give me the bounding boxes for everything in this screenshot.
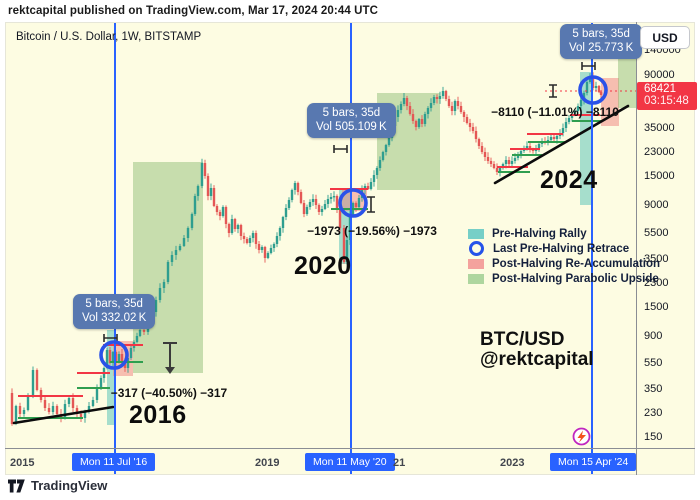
price-tick: 230 (644, 406, 663, 419)
price-tick: 1500 (644, 300, 669, 313)
price-tick: 15000 (644, 170, 675, 183)
time-axis-separator (5, 448, 695, 449)
retrace-label-2020: −1973 (−19.56%) −1973 (307, 224, 437, 238)
price-tick: 2300 (644, 276, 669, 289)
current-price-badge: 68421 03:15:48 (637, 81, 697, 110)
price-tick: 3500 (644, 252, 669, 265)
legend: Pre-Halving Rally Last Pre-Halving Retrac… (468, 226, 660, 286)
year-tick: 2023 (500, 457, 525, 469)
current-price-value: 68421 (644, 82, 676, 95)
year-label-2024: 2024 (540, 166, 598, 194)
footer: TradingView (8, 478, 107, 493)
halving-date-badge: Mon 15 Apr '24 (550, 453, 637, 471)
year-label-2016: 2016 (129, 401, 187, 429)
measure-badge: 5 bars, 35d Vol 25.773 K (560, 24, 643, 59)
price-tick: 550 (644, 357, 663, 370)
year-tick: 2019 (255, 457, 280, 469)
year-tick: 21 (393, 457, 406, 469)
legend-label: Post-Halving Re-Accumulation (492, 257, 661, 270)
legend-item: Post-Halving Parabolic Upside (468, 271, 660, 286)
currency-toggle-button[interactable]: USD (640, 26, 690, 49)
bar-countdown: 03:15:48 (644, 95, 689, 107)
legend-color-swatch (468, 273, 484, 284)
tradingview-brand-link[interactable]: TradingView (31, 478, 108, 493)
price-tick: 150 (644, 431, 663, 443)
watermark-symbol: BTC/USD (480, 329, 565, 350)
price-tick: 9000 (644, 199, 669, 212)
halving-date-badge: Mon 11 Jul '16 (72, 453, 156, 471)
price-tick: 5500 (644, 227, 669, 240)
price-tick: 900 (644, 329, 663, 342)
watermark: BTC/USD @rektcapital (480, 330, 594, 370)
retrace-label-2016: −317 (−40.50%) −317 (110, 386, 228, 400)
measure-badge: 5 bars, 35d Vol 505.109 K (307, 103, 396, 138)
chart-title: Bitcoin / U.S. Dollar, 1W, BITSTAMP (16, 31, 202, 43)
halving-date-badge: Mon 11 May '20 (305, 453, 395, 471)
legend-color-swatch (468, 228, 484, 239)
attribution-text: rektcapital published on TradingView.com… (8, 5, 379, 17)
legend-item: Pre-Halving Rally (468, 226, 660, 241)
legend-label: Post-Halving Parabolic Upside (492, 272, 659, 285)
retrace-label-2024: −8110 (−11.01%) −8110 (491, 105, 619, 119)
legend-label: Last Pre-Halving Retrace (493, 242, 630, 255)
legend-item: Post-Halving Re-Accumulation (468, 256, 660, 271)
year-tick: 2015 (10, 457, 35, 469)
price-axis[interactable]: 140000 90000 35000 23000 15000 9000 5500 3500 23… (637, 22, 695, 448)
measure-badge: 5 bars, 35d Vol 332.02 K (73, 294, 156, 329)
price-tick: 35000 (644, 122, 675, 135)
price-axis-separator (636, 22, 637, 475)
legend-color-swatch (468, 258, 484, 269)
watermark-handle: @rektcapital (480, 349, 594, 370)
year-label-2020: 2020 (294, 252, 352, 280)
legend-item: Last Pre-Halving Retrace (468, 241, 660, 256)
legend-label: Pre-Halving Rally (492, 227, 587, 240)
legend-ring-swatch (469, 241, 484, 256)
tradingview-logo-icon (8, 479, 25, 492)
price-tick: 90000 (644, 68, 675, 81)
price-tick: 350 (644, 383, 663, 396)
price-tick: 23000 (644, 146, 675, 159)
time-axis[interactable]: 2015 Mon 11 Jul '16 2019 Mon 11 May '20 21 20… (5, 449, 695, 475)
